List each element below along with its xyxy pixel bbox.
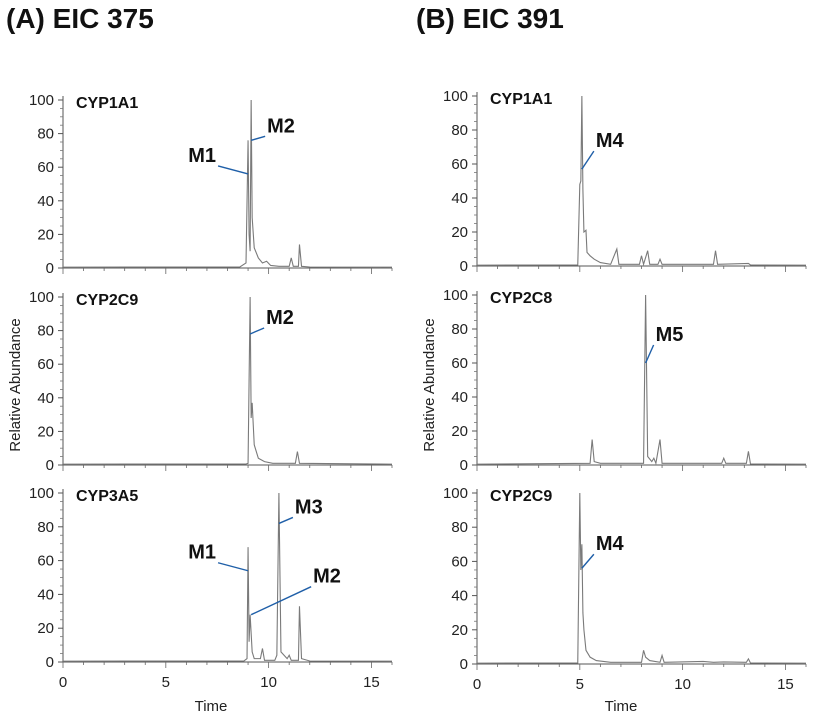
y-tick-label-20: 20	[451, 423, 468, 440]
y-tick-label-40: 40	[451, 389, 468, 406]
x-tick-label-0: 0	[59, 674, 67, 691]
enzyme-label-cyp3a5: CYP3A5	[76, 488, 138, 505]
panel-b-subplot-2: 0 20 40 60 80 100 0 5 10 15 CYP2C9 M4	[443, 485, 807, 693]
panel-a-xlabel: Time	[195, 698, 228, 715]
trace-cyp2c9	[476, 492, 807, 664]
annotation-line-m2	[250, 586, 312, 616]
panel-a-subplot-0: 0 20 40 60 80 100 CYP1A1 M1 M2	[29, 92, 393, 277]
trace-cyp1a1	[62, 99, 393, 268]
y-tick-label-60: 60	[37, 159, 54, 176]
peak-label-m1: M1	[188, 145, 216, 167]
y-tick-label-0: 0	[46, 457, 54, 474]
y-tick-label-80: 80	[451, 519, 468, 536]
panel-b-subplot-1: 0 20 40 60 80 100 CYP2C8 M5	[443, 287, 807, 474]
y-tick-label-100: 100	[29, 289, 54, 306]
x-tick-label-5: 5	[576, 676, 584, 693]
y-tick-label-60: 60	[37, 553, 54, 570]
panel-b-subplot-0: 0 20 40 60 80 100 CYP1A1 M4	[443, 88, 807, 275]
y-tick-label-100: 100	[29, 485, 54, 502]
annotation-line-m4	[581, 553, 595, 569]
peak-label-m4: M4	[596, 130, 625, 152]
y-tick-label-0: 0	[460, 656, 468, 673]
y-tick-label-60: 60	[37, 356, 54, 373]
enzyme-label-cyp2c8: CYP2C8	[490, 290, 552, 307]
panel-a-title: (A) EIC 375	[6, 3, 154, 34]
y-tick-label-20: 20	[451, 224, 468, 241]
y-tick-label-80: 80	[37, 519, 54, 536]
y-tick-label-100: 100	[443, 485, 468, 502]
annotation-line-m3	[278, 516, 294, 525]
panel-a-subplot-1: 0 20 40 60 80 100 CYP2C9 M2	[29, 289, 393, 474]
y-tick-label-20: 20	[37, 226, 54, 243]
peak-label-m4: M4	[596, 533, 625, 555]
trace-cyp1a1	[476, 95, 807, 267]
x-tick-label-15: 15	[363, 674, 380, 691]
panel-a-subplot-2: 0 20 40 60 80 100 0 5 10 15 CYP3A5 M1 M2 M3	[29, 485, 393, 691]
y-tick-label-40: 40	[451, 588, 468, 605]
enzyme-label-cyp2c9: CYP2C9	[490, 488, 552, 505]
annotation-line-m5	[644, 344, 655, 364]
trace-cyp3a5	[62, 492, 393, 662]
x-tick-label-0: 0	[473, 676, 481, 693]
x-tick-label-15: 15	[777, 676, 794, 693]
peak-label-m1: M1	[188, 542, 216, 564]
y-tick-label-100: 100	[443, 287, 468, 304]
y-tick-label-80: 80	[37, 323, 54, 340]
y-tick-label-40: 40	[37, 193, 54, 210]
y-tick-label-20: 20	[37, 620, 54, 637]
y-tick-label-40: 40	[37, 390, 54, 407]
peak-label-m2: M2	[313, 566, 341, 588]
y-tick-label-80: 80	[37, 126, 54, 143]
y-tick-label-40: 40	[37, 586, 54, 603]
y-tick-label-0: 0	[46, 260, 54, 277]
annotation-line-m2	[250, 135, 266, 141]
y-tick-label-60: 60	[451, 553, 468, 570]
annotation-line-m1	[217, 165, 249, 175]
peak-label-m2: M2	[266, 307, 294, 329]
enzyme-label-cyp1a1: CYP1A1	[490, 91, 552, 108]
enzyme-label-cyp1a1: CYP1A1	[76, 95, 138, 112]
panel-b: (B) EIC 391 Relative Abundance Time	[416, 3, 637, 715]
y-tick-label-40: 40	[451, 190, 468, 207]
x-tick-label-10: 10	[260, 674, 277, 691]
panel-b-ylabel: Relative Abundance	[421, 318, 438, 451]
y-tick-label-0: 0	[46, 654, 54, 671]
annotation-line-m1	[217, 562, 249, 572]
y-tick-label-20: 20	[451, 622, 468, 639]
peak-label-m5: M5	[656, 324, 684, 346]
y-tick-label-80: 80	[451, 321, 468, 338]
y-tick-label-80: 80	[451, 122, 468, 139]
panel-b-xlabel: Time	[605, 698, 638, 715]
x-tick-label-10: 10	[674, 676, 691, 693]
y-tick-label-20: 20	[37, 423, 54, 440]
annotation-line-m4	[581, 150, 595, 170]
enzyme-label-cyp2c9: CYP2C9	[76, 292, 138, 309]
annotation-line-m2	[249, 327, 265, 335]
y-tick-label-100: 100	[443, 88, 468, 105]
x-tick-label-5: 5	[162, 674, 170, 691]
panel-a-ylabel: Relative Abundance	[7, 318, 24, 451]
y-tick-label-0: 0	[460, 457, 468, 474]
peak-label-m3: M3	[295, 496, 323, 518]
y-tick-label-100: 100	[29, 92, 54, 109]
trace-cyp2c8	[476, 294, 807, 466]
panel-a: (A) EIC 375 Relative Abundance Time	[6, 3, 227, 715]
y-tick-label-60: 60	[451, 355, 468, 372]
trace-cyp2c9	[62, 296, 393, 465]
y-tick-label-0: 0	[460, 258, 468, 275]
panel-b-title: (B) EIC 391	[416, 3, 564, 34]
peak-label-m2: M2	[267, 115, 295, 137]
y-tick-label-60: 60	[451, 156, 468, 173]
